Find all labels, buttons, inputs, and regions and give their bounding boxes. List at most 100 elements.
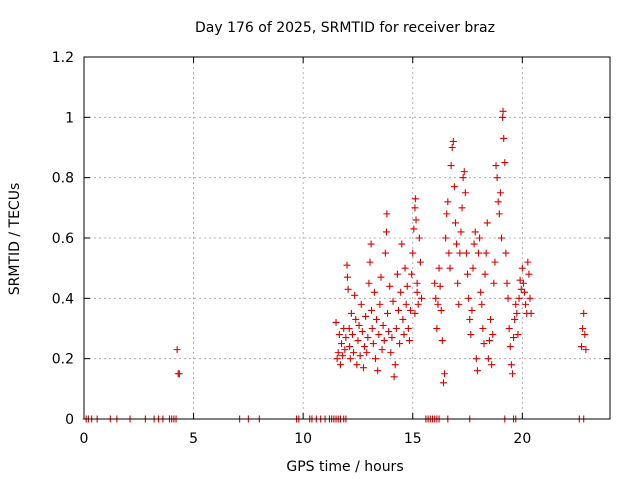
data-point [357,300,365,308]
data-point [505,325,513,332]
y-tick-label: 0.6 [52,231,74,247]
data-point [524,258,532,266]
data-point [399,315,407,323]
x-tick-label: 20 [513,431,531,447]
data-point [391,361,399,369]
data-point [521,288,529,296]
data-point [435,264,443,272]
data-point [446,264,454,272]
data-point [471,228,479,236]
y-tick-label: 0.2 [52,352,74,368]
data-point [516,276,524,284]
data-point [493,174,501,182]
data-point [499,107,507,115]
data-point [397,288,405,296]
data-point [580,309,588,317]
data-point [383,210,391,218]
data-point [175,370,183,378]
chart-title: Day 176 of 2025, SRMTID for receiver bra… [195,20,495,36]
data-point [500,134,508,142]
x-tick-label: 5 [189,431,198,447]
y-tick-label: 1.2 [52,50,74,66]
data-point [449,137,457,145]
x-tick-label: 15 [404,431,422,447]
axis-ticks: 0 0.2 0.4 0.6 0.8 1 1.2 0 5 10 15 20 [52,50,610,447]
data-point [525,270,533,278]
data-point [369,340,377,348]
data-point [365,279,373,287]
data-point [499,113,507,121]
data-point [512,300,520,308]
data-point [411,204,419,212]
data-point [335,331,343,339]
data-point [409,249,417,257]
data-point [578,343,586,351]
data-point [346,343,354,351]
data-point [367,240,375,248]
data-point [441,370,449,378]
data-point [522,300,530,308]
y-axis-label: SRMTID / TECUs [7,183,23,296]
data-point [373,315,381,323]
data-point [418,294,426,302]
data-point [457,228,465,236]
data-point [416,258,424,266]
data-point [445,249,453,257]
data-point [461,189,469,197]
data-point [332,318,340,326]
data-point [458,204,466,212]
data-point [506,343,514,351]
data-point [352,315,360,323]
data-point [503,279,511,287]
data-point [407,306,415,314]
data-point [514,331,522,339]
data-point [488,361,496,369]
data-point [519,279,527,287]
data-point [341,346,349,354]
data-point [453,240,461,248]
data-point [448,144,456,151]
data-point [377,273,385,281]
data-point [439,379,447,387]
data-point [472,355,480,363]
data-point [396,340,404,348]
data-point [381,249,389,257]
data-point [495,210,503,218]
data-point [386,282,394,290]
data-point [527,309,535,317]
data-point [476,234,484,242]
data-point [432,294,440,302]
data-point [433,325,441,332]
data-point [412,216,420,224]
data-point [368,325,376,332]
data-point [370,288,378,296]
data-point [436,282,444,290]
data-point [351,291,359,299]
data-point [438,337,446,345]
data-point [451,219,459,227]
data-point [459,174,467,182]
data-point [401,264,409,272]
data-point [390,373,398,381]
data-point [465,294,473,302]
data-point [507,361,515,369]
data-point [491,258,499,266]
data-point [450,183,458,191]
data-point [511,315,519,323]
data-point [366,258,374,266]
data-point [434,300,442,308]
data-point [347,309,355,317]
data-point [400,331,408,339]
data-point [358,328,366,336]
data-point [375,331,383,339]
data-point [354,337,362,345]
data-point [498,234,506,242]
data-point [437,306,445,314]
data-point [353,361,361,369]
data-point [466,315,474,323]
data-point [348,331,356,339]
data-point [504,294,512,302]
data-point [494,198,502,206]
data-point [361,343,369,351]
